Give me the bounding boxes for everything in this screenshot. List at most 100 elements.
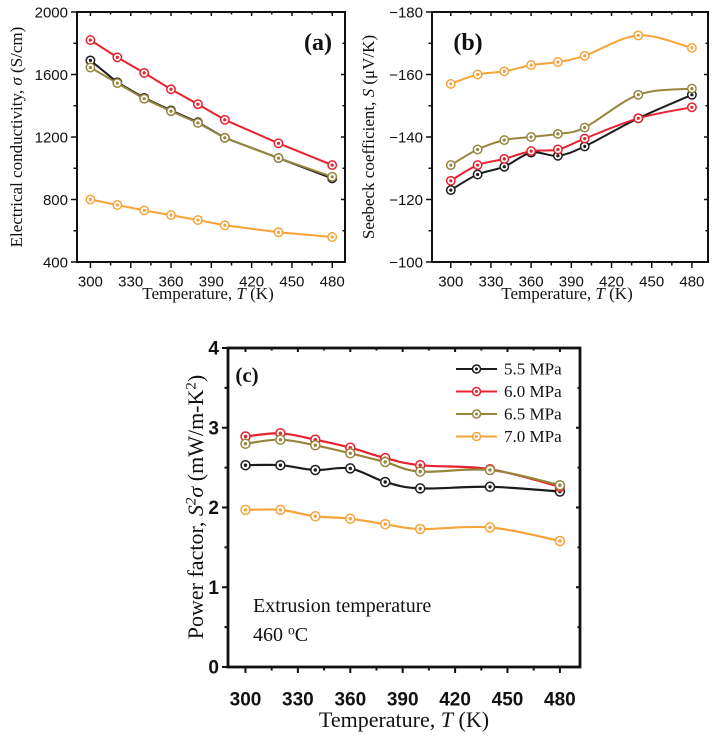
legend-label: 6.0 MPa bbox=[504, 382, 562, 401]
series-6-5-mpa-line bbox=[450, 87, 693, 166]
y-axis-title-c: Power factor, S2σ (mW/m-K2) bbox=[183, 375, 208, 639]
data-point-dot bbox=[476, 147, 480, 152]
data-point-dot bbox=[142, 208, 146, 212]
svg-text:480: 480 bbox=[679, 273, 704, 290]
x-axis-title-a: Temperature, T (K) bbox=[142, 284, 273, 303]
data-point-dot bbox=[529, 149, 533, 153]
svg-text:420: 420 bbox=[439, 690, 471, 711]
panel-b: 300 330 360 390 420 450 480 −100 −120 −140 −160 −18… bbox=[359, 4, 709, 303]
series-7-0-mpa-line bbox=[450, 34, 693, 85]
data-point-dot bbox=[488, 525, 492, 530]
data-point-dot bbox=[169, 213, 173, 217]
svg-text:−140: −140 bbox=[389, 129, 423, 146]
data-point-dot bbox=[278, 463, 283, 467]
data-point-dot bbox=[383, 522, 387, 526]
y-axis-title-b: Seebeck coefficient, S (μV/K) bbox=[359, 35, 378, 239]
data-point-dot bbox=[418, 469, 422, 474]
data-point-dot bbox=[348, 466, 352, 471]
x-tick-labels-b: 300 330 360 390 420 450 480 bbox=[438, 273, 704, 290]
svg-text:480: 480 bbox=[320, 273, 345, 290]
svg-text:390: 390 bbox=[199, 273, 224, 290]
plot-frame-c bbox=[226, 346, 582, 669]
series-6-5-mpa bbox=[445, 83, 697, 171]
svg-text:300: 300 bbox=[230, 690, 262, 711]
plot-frame-a bbox=[76, 11, 346, 263]
data-point-dot bbox=[488, 468, 492, 472]
data-point-dot bbox=[418, 463, 422, 467]
data-point-dot bbox=[330, 163, 334, 167]
data-point-dot bbox=[690, 46, 694, 50]
legend-marker-dot bbox=[475, 412, 478, 416]
svg-text:300: 300 bbox=[438, 273, 463, 290]
data-point-dot bbox=[529, 135, 533, 139]
svg-text:330: 330 bbox=[282, 690, 314, 711]
series-5-5-mpa-line bbox=[450, 93, 693, 191]
data-point-dot bbox=[449, 188, 453, 192]
data-point-dot bbox=[88, 58, 92, 63]
svg-text:480: 480 bbox=[544, 690, 576, 711]
annotation-line: Extrusion temperature bbox=[253, 595, 431, 617]
data-point-dot bbox=[502, 157, 506, 161]
legend-marker-dot bbox=[475, 390, 478, 393]
series-7-0-mpa-line bbox=[90, 198, 333, 238]
svg-text:390: 390 bbox=[559, 273, 584, 290]
y-tick-labels-a: 400 800 1200 1600 2000 bbox=[35, 4, 68, 271]
svg-text:450: 450 bbox=[639, 273, 664, 290]
data-point-dot bbox=[330, 235, 334, 239]
legend-label: 5.5 MPa bbox=[504, 360, 562, 379]
data-point-dot bbox=[449, 179, 453, 183]
data-point-dot bbox=[449, 163, 453, 167]
data-point-dot bbox=[690, 105, 694, 109]
series-6-5-mpa bbox=[85, 62, 338, 182]
data-point-dot bbox=[278, 508, 283, 512]
data-point-dot bbox=[476, 172, 480, 177]
x-axis-title-c: Temperature, T (K) bbox=[319, 707, 489, 732]
svg-text:450: 450 bbox=[279, 273, 304, 290]
svg-text:300: 300 bbox=[78, 273, 103, 290]
panel-letter-a: (a) bbox=[304, 30, 332, 56]
svg-text:360: 360 bbox=[158, 273, 183, 290]
legend-item-6-0-mpa: 6.0 MPa bbox=[456, 382, 562, 401]
svg-text:−160: −160 bbox=[389, 67, 423, 84]
data-point-dot bbox=[276, 156, 281, 160]
data-point-dot bbox=[556, 60, 560, 64]
data-point-dot bbox=[243, 434, 248, 439]
data-point-dot bbox=[556, 132, 560, 136]
data-point-dot bbox=[115, 81, 119, 85]
data-point-dot bbox=[583, 144, 587, 148]
legend-label: 6.5 MPa bbox=[504, 405, 562, 424]
data-point-dot bbox=[223, 223, 227, 227]
data-point-dot bbox=[348, 517, 352, 521]
data-point-dot bbox=[690, 87, 694, 91]
x-axis-title-b: Temperature, T (K) bbox=[501, 284, 632, 303]
svg-text:4: 4 bbox=[208, 339, 219, 360]
data-point-dot bbox=[583, 126, 587, 130]
data-point-dot bbox=[529, 63, 533, 67]
series-6-0-mpa-line bbox=[89, 39, 333, 167]
annotation-line: 460 oC bbox=[253, 622, 308, 646]
data-point-dot bbox=[488, 485, 492, 489]
data-point-dot bbox=[142, 71, 146, 75]
svg-text:330: 330 bbox=[118, 273, 143, 290]
series-6-0-mpa bbox=[445, 102, 697, 186]
panel-a: 300 330 360 390 420 450 480 400 800 1200 1600 2000 (… bbox=[7, 4, 346, 303]
legend-marker-dot bbox=[475, 435, 478, 438]
series-7-0-mpa-line bbox=[245, 508, 561, 543]
data-point-dot bbox=[169, 109, 173, 113]
svg-text:800: 800 bbox=[43, 192, 68, 209]
svg-text:450: 450 bbox=[492, 690, 524, 711]
y-axis-title-a: Electrical conductivity, σ (S/cm) bbox=[7, 27, 26, 248]
panel-c: 300 330 360 390 420 450 480 0 1 2 3 4 (c) Temperature… bbox=[183, 339, 582, 732]
series-5-5-mpa-line bbox=[89, 59, 333, 180]
data-point-dot bbox=[196, 121, 200, 125]
legend-item-6-5-mpa: 6.5 MPa bbox=[456, 405, 562, 424]
data-point-dot bbox=[243, 463, 248, 467]
series-6-5-mpa bbox=[240, 434, 566, 491]
data-point-dot bbox=[313, 443, 317, 447]
data-point-dot bbox=[169, 87, 173, 91]
data-point-dot bbox=[636, 93, 640, 97]
plot-frame-b bbox=[431, 11, 709, 263]
svg-text:390: 390 bbox=[387, 690, 419, 711]
series-5-5-mpa bbox=[85, 55, 338, 184]
